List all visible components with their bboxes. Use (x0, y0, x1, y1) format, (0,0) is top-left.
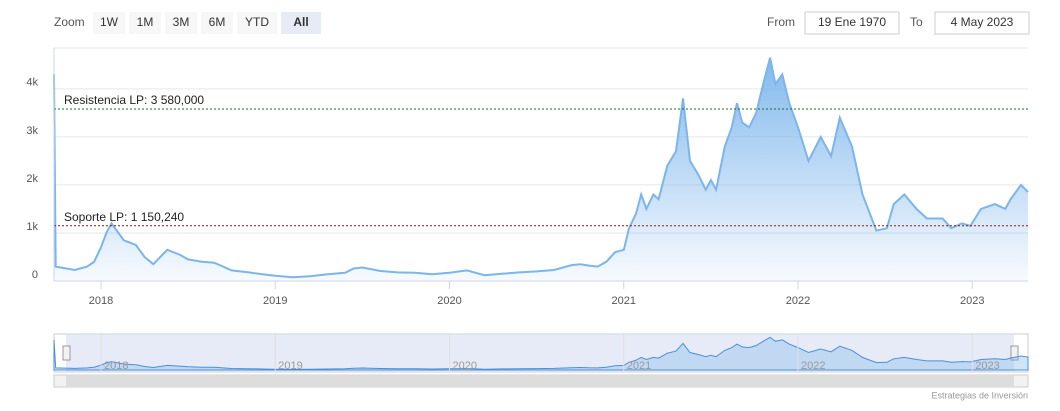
to-label: To (910, 15, 923, 29)
x-tick-label: 2019 (263, 295, 287, 307)
navigator-tick-label: 2023 (975, 360, 999, 372)
zoom-button[interactable] (237, 12, 277, 34)
from-label: From (767, 15, 795, 29)
zoom-label: Zoom (54, 15, 85, 29)
plot-line-label: Resistencia LP: 3 580,000 (64, 93, 204, 107)
navigator-tick-label: 2018 (104, 360, 128, 372)
zoom-button-label[interactable]: YTD (245, 15, 269, 29)
zoom-button[interactable] (93, 12, 125, 34)
zoom-button-label[interactable]: All (293, 15, 308, 29)
navigator-handle[interactable] (1010, 345, 1019, 361)
zoom-button-label[interactable]: 3M (173, 15, 190, 29)
area (54, 57, 1028, 281)
navigator-tick-label: 2019 (278, 360, 302, 372)
scrollbar-thumb[interactable] (66, 375, 1014, 387)
credits: Estrategias de Inversión (931, 390, 1028, 400)
x-tick-label: 2018 (89, 295, 113, 307)
x-tick-label: 2023 (960, 295, 984, 307)
line (53, 57, 1029, 279)
navigator-tick-label: 2022 (801, 360, 825, 372)
zoom-button-label[interactable]: 6M (209, 15, 226, 29)
x-tick-label: 2021 (612, 295, 636, 307)
y-tick-label: 4k (26, 77, 38, 89)
from-value[interactable]: 19 Ene 1970 (818, 15, 886, 29)
y-tick-label: 0 (32, 269, 38, 281)
zoom-button[interactable] (201, 12, 233, 34)
y-tick-label: 2k (26, 173, 38, 185)
navigator-tick-label: 2021 (627, 360, 651, 372)
plot-line-label: Soporte LP: 1 150,240 (64, 210, 184, 224)
zoom-button[interactable] (281, 12, 321, 34)
y-tick-label: 1k (26, 221, 38, 233)
from-input[interactable] (804, 11, 900, 35)
zoom-button-label[interactable]: 1W (100, 15, 119, 29)
to-input[interactable] (934, 11, 1030, 35)
zoom-button-label[interactable]: 1M (137, 15, 154, 29)
zoom-button[interactable] (165, 12, 197, 34)
navigator-tick-label: 2020 (453, 360, 477, 372)
navigator-handle[interactable] (62, 345, 71, 361)
navigator-area (53, 336, 1029, 371)
to-value[interactable]: 4 May 2023 (951, 15, 1014, 29)
y-tick-label: 3k (26, 125, 38, 137)
x-tick-label: 2020 (437, 295, 461, 307)
x-tick-label: 2022 (786, 295, 810, 307)
zoom-button[interactable] (129, 12, 161, 34)
